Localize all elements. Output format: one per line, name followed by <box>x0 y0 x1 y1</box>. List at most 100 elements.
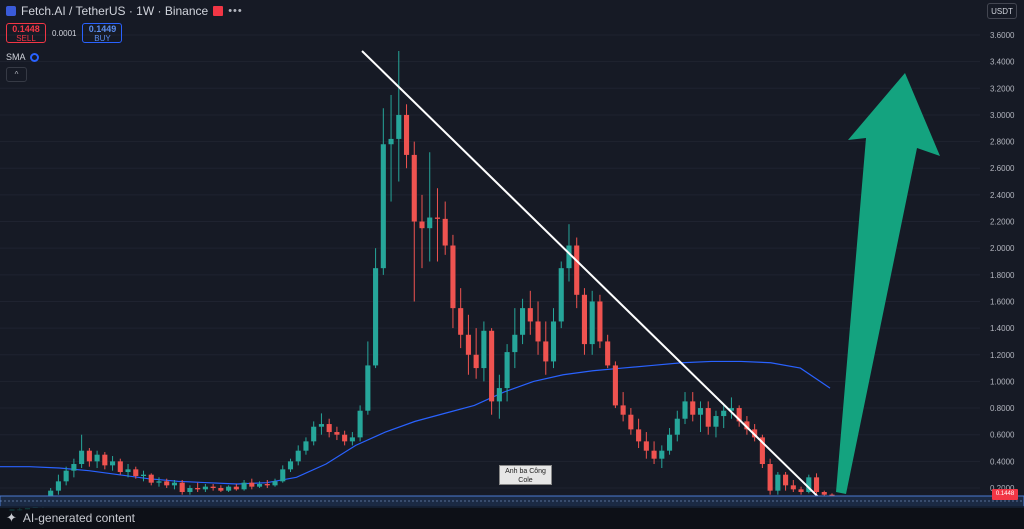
more-icon[interactable]: ••• <box>228 5 243 17</box>
candle-body <box>318 424 324 427</box>
candle-body <box>233 486 239 490</box>
candle-body <box>550 321 557 362</box>
candle-body <box>442 218 448 246</box>
y-tick-label: 0.6000 <box>990 431 1015 440</box>
candle-body <box>589 301 595 345</box>
candle-body <box>759 437 765 465</box>
candle-body <box>396 114 402 139</box>
price-axis[interactable]: 3.6000 3.4000 3.2000 3.0000 2.8000 2.6000 2.40… <box>990 31 1015 493</box>
y-tick-label: 2.8000 <box>990 138 1015 147</box>
candle-body <box>140 474 147 477</box>
candle-body <box>813 477 820 492</box>
candle-body <box>744 421 750 430</box>
sma-polyline <box>0 360 831 485</box>
candle-body <box>736 408 742 422</box>
candle-body <box>218 488 224 491</box>
candles <box>9 50 835 511</box>
candle-body <box>473 354 479 369</box>
candle-body <box>674 418 680 435</box>
candle-body <box>171 482 178 486</box>
candle-body <box>365 365 371 411</box>
collapse-button[interactable]: ^ <box>6 67 27 82</box>
sma-label: SMA <box>6 52 26 62</box>
candle-body <box>148 474 154 483</box>
candle-body <box>489 330 495 402</box>
candle-body <box>481 330 487 369</box>
sell-price: 0.1448 <box>12 24 40 34</box>
candle-body <box>102 454 108 466</box>
candle-body <box>287 461 294 470</box>
candle-body <box>450 245 456 309</box>
buy-price: 0.1449 <box>88 24 117 34</box>
candle-body <box>535 321 541 342</box>
flag-icon[interactable] <box>213 6 224 16</box>
candle-body <box>411 154 417 222</box>
candle-body <box>388 138 394 145</box>
candle-body <box>465 334 471 355</box>
ai-footer: ✦ AI-generated content <box>0 506 1024 529</box>
candle-body <box>458 308 464 335</box>
candle-body <box>821 491 827 495</box>
candle-body <box>713 416 719 427</box>
candle-body <box>527 308 533 322</box>
candle-body <box>705 408 711 427</box>
symbol-header[interactable]: Fetch.AI / TetherUS · 1W · Binance ••• <box>6 3 243 19</box>
symbol-title[interactable]: Fetch.AI / TetherUS · 1W · Binance <box>21 4 209 18</box>
candle-body <box>628 414 634 430</box>
candle-body <box>342 434 348 442</box>
candle-body <box>558 268 564 322</box>
y-tick-label: 3.0000 <box>990 111 1015 120</box>
candle-body <box>419 221 425 229</box>
candle-body <box>767 464 773 491</box>
symbol-logo-icon <box>6 6 16 16</box>
candle-body <box>249 482 255 487</box>
candle-body <box>566 245 572 269</box>
candle-body <box>504 352 510 389</box>
buy-button[interactable]: 0.1449 BUY <box>82 23 123 43</box>
currency-button[interactable]: USDT <box>987 3 1017 19</box>
sell-label: SELL <box>16 34 36 43</box>
candle-body <box>125 469 131 473</box>
candle-body <box>574 245 580 295</box>
candle-body <box>752 429 758 438</box>
candle-body <box>164 481 170 486</box>
grid <box>0 34 980 489</box>
trendline-segment <box>361 50 821 500</box>
y-tick-label: 2.6000 <box>990 164 1015 173</box>
indicator-sma[interactable]: SMA <box>6 52 39 62</box>
sell-button[interactable]: 0.1448 SELL <box>6 23 46 43</box>
y-tick-label: 0.8000 <box>990 404 1015 413</box>
candle-body <box>697 408 704 415</box>
candle-body <box>195 488 201 490</box>
candle-body <box>543 341 549 362</box>
candle-body <box>581 294 588 345</box>
candle-body <box>79 450 85 465</box>
candle-body <box>427 217 433 229</box>
candle-body <box>264 484 270 486</box>
candle-body <box>806 477 812 492</box>
y-tick-label: 1.0000 <box>990 377 1015 386</box>
y-tick-label: 2.4000 <box>990 191 1015 200</box>
candle-body <box>829 494 835 496</box>
candle-body <box>334 432 340 435</box>
candle-body <box>63 470 69 482</box>
y-tick-label: 1.8000 <box>990 271 1015 280</box>
sma-line <box>0 360 831 485</box>
candle-body <box>790 485 796 490</box>
candle-body <box>326 424 332 433</box>
candle-body <box>434 217 441 219</box>
candle-body <box>775 474 781 491</box>
footer-label: AI-generated content <box>22 510 135 525</box>
loading-icon <box>29 52 39 62</box>
candle-body <box>226 486 232 491</box>
y-tick-label: 2.0000 <box>990 244 1015 253</box>
trade-panel: 0.1448 SELL 0.0001 0.1449 BUY <box>6 23 123 43</box>
candle-body <box>94 454 100 462</box>
candle-body <box>202 486 208 490</box>
candle-body <box>55 481 61 491</box>
candle-body <box>651 450 657 459</box>
watermark-annotation: Anh ba Công Cole <box>499 465 552 485</box>
candle-body <box>373 268 379 366</box>
candle-body <box>133 469 139 477</box>
